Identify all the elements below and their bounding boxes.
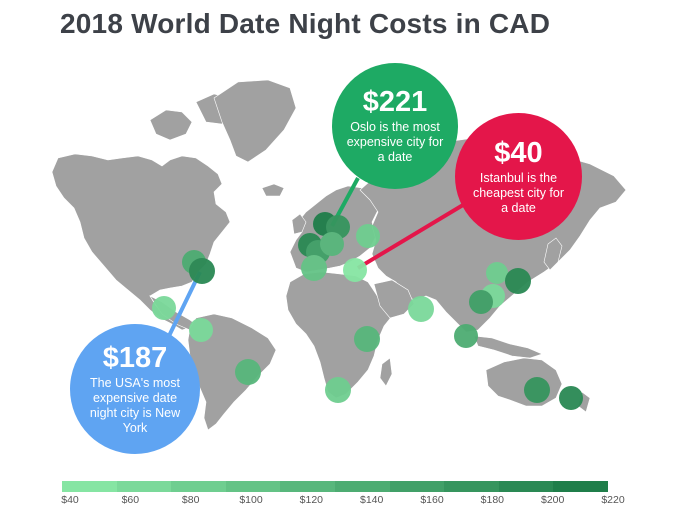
legend-tick-label: $60 — [121, 494, 140, 506]
madagascar — [379, 357, 393, 387]
city-marker — [235, 359, 261, 385]
usa-connector-line — [166, 271, 202, 339]
iceland — [261, 183, 285, 197]
istanbul-connector-line — [356, 200, 470, 270]
city-marker — [469, 290, 493, 314]
usa-callout: $187 The USA's most expensive date night… — [70, 324, 200, 454]
legend-tick-label: $220 — [601, 494, 625, 506]
japan — [543, 237, 563, 271]
legend-tick-label: $40 — [61, 494, 79, 506]
legend-swatch — [62, 481, 117, 492]
city-markers — [152, 212, 583, 410]
legend-tick-label: $120 — [299, 494, 324, 506]
legend-tick-label: $200 — [540, 494, 565, 506]
legend-tick-label: $100 — [239, 494, 263, 506]
city-marker — [325, 377, 351, 403]
usa-callout-value: $187 — [102, 341, 168, 374]
chart-title: 2018 World Date Night Costs in CAD — [60, 8, 551, 39]
istanbul-callout: $40 Istanbul is the cheapest city for a … — [455, 113, 582, 240]
oslo-callout: $221 Oslo is the most expensive city for… — [332, 63, 458, 189]
city-marker — [454, 324, 478, 348]
color-legend-labels: $40 $60 $80 $100 $120 $140 $160 $180 $200 $220 — [50, 494, 624, 508]
legend-tick-label: $80 — [181, 494, 200, 506]
oslo-callout-value: $221 — [362, 86, 428, 118]
city-marker — [189, 258, 215, 284]
legend-swatch — [553, 481, 608, 492]
legend-tick-label: $160 — [420, 494, 444, 506]
oslo-callout-text: Oslo is the most expensive city for a da… — [346, 120, 444, 164]
legend-swatch — [225, 481, 281, 492]
legend-tick-label: $180 — [480, 494, 505, 506]
greenland — [213, 79, 297, 163]
city-marker — [301, 255, 327, 281]
legend-tick-label: $140 — [359, 494, 384, 506]
city-marker — [343, 258, 367, 282]
legend-swatch — [171, 481, 226, 492]
city-marker — [354, 326, 380, 352]
indonesia — [473, 335, 543, 359]
city-marker — [189, 318, 213, 342]
legend-swatch — [334, 481, 390, 492]
australia — [485, 357, 563, 407]
city-marker — [505, 268, 531, 294]
city-marker — [152, 296, 176, 320]
city-marker — [524, 377, 550, 403]
legend-swatch — [498, 481, 554, 492]
legend-swatch — [444, 481, 499, 492]
city-marker — [356, 224, 380, 248]
color-legend-bar — [62, 481, 608, 492]
legend-swatch — [280, 481, 335, 492]
city-marker — [486, 262, 508, 284]
city-marker — [559, 386, 583, 410]
british-isles — [291, 213, 307, 235]
city-marker — [320, 232, 344, 256]
usa-callout-text: The USA's most expensive date night city… — [89, 375, 181, 435]
istanbul-callout-value: $40 — [494, 136, 543, 169]
city-marker — [408, 296, 434, 322]
istanbul-callout-text: Istanbul is the cheapest city for a date — [472, 170, 564, 215]
legend-swatch — [389, 481, 445, 492]
north-america — [51, 153, 231, 331]
legend-swatch — [116, 481, 172, 492]
